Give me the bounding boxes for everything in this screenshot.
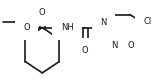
Text: N: N [112, 41, 118, 50]
Text: O: O [23, 23, 30, 32]
Text: O: O [82, 46, 89, 55]
Text: Cl: Cl [143, 17, 151, 26]
Text: O: O [39, 8, 46, 17]
Text: O: O [127, 41, 134, 50]
Text: N: N [100, 18, 107, 27]
Text: NH: NH [61, 23, 74, 32]
